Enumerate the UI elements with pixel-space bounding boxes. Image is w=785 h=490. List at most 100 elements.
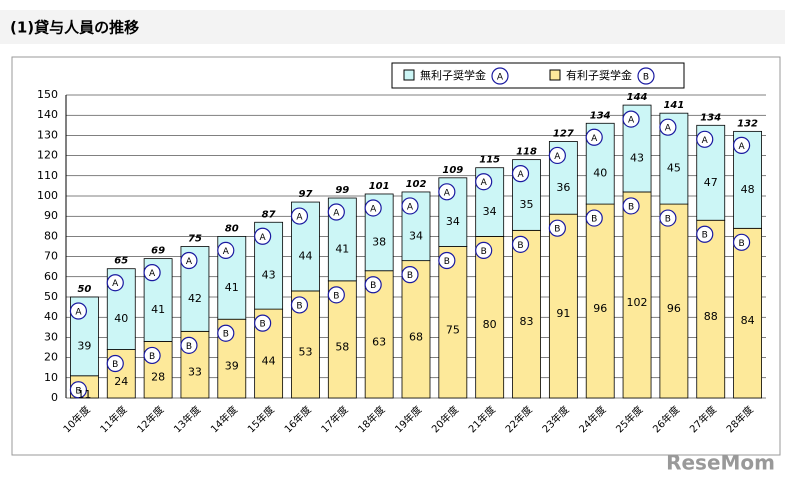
- y-tick-label: 40: [44, 310, 58, 323]
- value-label: 41: [225, 281, 239, 294]
- marker-label: A: [296, 213, 303, 223]
- value-label: 34: [409, 229, 423, 242]
- marker-label: B: [554, 225, 560, 235]
- value-label: 48: [741, 183, 755, 196]
- bar-segment: [475, 235, 505, 399]
- marker-circle: [254, 314, 272, 332]
- value-label: 96: [667, 302, 681, 315]
- marker-label: A: [333, 209, 340, 219]
- total-label: 109: [442, 165, 463, 176]
- value-label: 40: [114, 312, 128, 325]
- y-tick-label: 100: [37, 189, 58, 202]
- marker-label: A: [665, 124, 672, 134]
- total-label: 50: [77, 284, 91, 295]
- total-label: 97: [299, 189, 313, 200]
- y-tick-label: 30: [44, 330, 58, 343]
- chart-frame: [11, 56, 781, 456]
- marker-label: B: [517, 241, 523, 251]
- y-tick-label: 50: [44, 290, 58, 303]
- legend-label: 無利子奨学金: [420, 68, 486, 82]
- value-label: 75: [446, 323, 460, 336]
- total-label: 134: [590, 110, 611, 121]
- marker-circle: [548, 146, 566, 165]
- marker-circle: [364, 199, 382, 217]
- marker-label: B: [186, 342, 192, 352]
- value-label: 84: [741, 314, 755, 327]
- value-label: 53: [298, 345, 312, 358]
- marker-label: A: [481, 178, 488, 188]
- marker-circle: [69, 302, 88, 320]
- marker-circle: [585, 128, 603, 146]
- value-label: 63: [372, 335, 386, 348]
- value-label: 41: [335, 242, 349, 255]
- y-tick-label: 80: [44, 229, 58, 242]
- legend-swatch: [403, 69, 415, 81]
- marker-label: A: [517, 170, 524, 180]
- value-label: 43: [630, 152, 644, 165]
- total-label: 132: [737, 118, 758, 129]
- watermark: ReseMom: [666, 451, 775, 475]
- legend-box: [391, 62, 685, 89]
- y-tick-label: 90: [44, 209, 58, 222]
- marker-label: A: [444, 188, 451, 198]
- legend-label: 有利子奨学金: [566, 68, 632, 82]
- marker-label: A: [554, 152, 561, 162]
- marker-label: A: [75, 308, 82, 318]
- marker-circle: [327, 286, 345, 304]
- bar-segment: [438, 246, 468, 399]
- total-label: 102: [406, 179, 427, 190]
- value-label: 39: [77, 339, 91, 352]
- marker-circle: [290, 296, 309, 314]
- value-label: 47: [704, 176, 718, 189]
- marker-circle: [180, 336, 198, 354]
- marker-circle: [180, 251, 198, 270]
- marker-label: A: [497, 73, 504, 83]
- total-label: 127: [553, 128, 574, 139]
- value-label: 42: [188, 292, 202, 305]
- bar-segment: [733, 227, 762, 399]
- marker-circle: [106, 274, 124, 292]
- marker-label: B: [75, 386, 81, 396]
- value-label: 45: [667, 162, 681, 175]
- marker-label: A: [628, 116, 635, 126]
- total-label: 115: [479, 155, 500, 166]
- marker-label: A: [260, 233, 267, 243]
- marker-circle: [143, 346, 161, 365]
- value-label: 83: [520, 315, 534, 328]
- marker-label: B: [643, 73, 649, 83]
- marker-label: A: [112, 279, 119, 289]
- marker-circle: [491, 67, 509, 85]
- marker-circle: [217, 324, 235, 342]
- bar-segment: [622, 191, 652, 399]
- total-label: 87: [262, 209, 276, 220]
- y-tick-label: 120: [37, 149, 58, 162]
- value-label: 24: [114, 375, 128, 388]
- value-label: 28: [151, 371, 165, 384]
- y-tick-label: 20: [44, 351, 58, 364]
- y-tick-label: 130: [37, 128, 58, 141]
- value-label: 80: [483, 318, 497, 331]
- y-tick-label: 0: [51, 391, 58, 404]
- marker-label: A: [370, 204, 377, 214]
- total-label: 75: [188, 234, 202, 245]
- marker-circle: [401, 266, 419, 284]
- marker-circle: [401, 197, 419, 215]
- marker-circle: [732, 136, 751, 154]
- total-label: 99: [335, 185, 349, 196]
- marker-label: B: [333, 291, 339, 301]
- y-tick-label: 150: [37, 88, 58, 101]
- value-label: 44: [298, 250, 312, 263]
- marker-circle: [511, 165, 530, 183]
- marker-circle: [696, 225, 714, 243]
- bar-segment: [696, 219, 726, 399]
- marker-label: B: [407, 271, 413, 281]
- marker-circle: [637, 67, 655, 85]
- marker-label: A: [149, 269, 156, 279]
- total-label: 134: [700, 112, 721, 123]
- marker-label: A: [738, 142, 745, 152]
- y-tick-label: 10: [44, 371, 58, 384]
- marker-label: B: [370, 281, 376, 291]
- marker-label: A: [591, 134, 598, 144]
- marker-label: B: [702, 231, 708, 241]
